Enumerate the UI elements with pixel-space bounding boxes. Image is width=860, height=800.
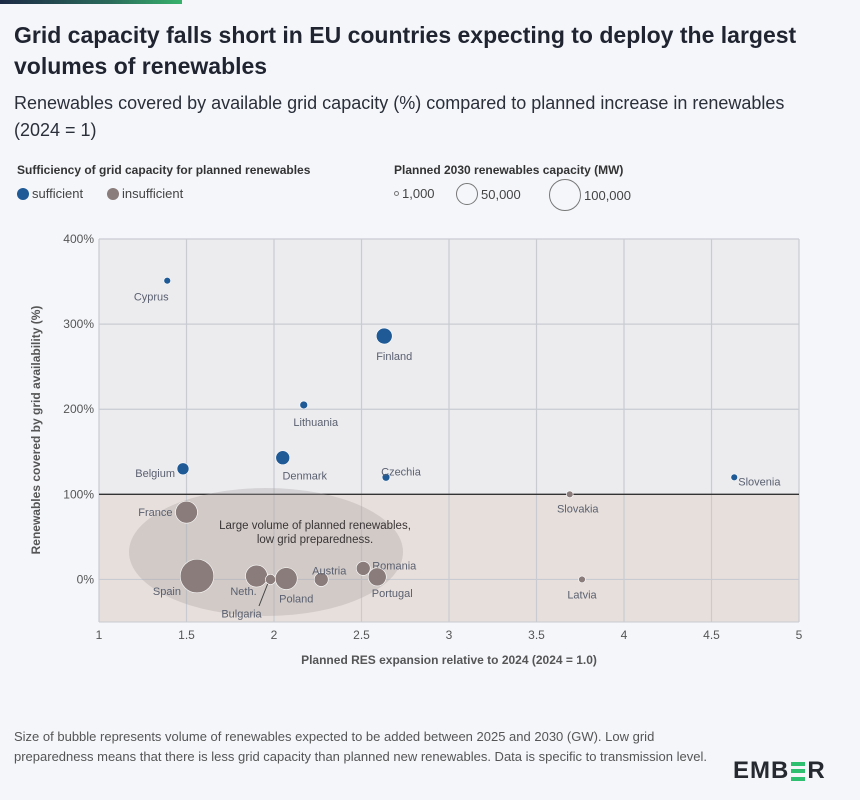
brand-accent-bar — [0, 0, 182, 4]
y-tick-label: 100% — [63, 487, 94, 501]
bubble-austria — [313, 572, 329, 587]
x-axis-label: Planned RES expansion relative to 2024 (… — [301, 653, 597, 667]
bubble-romania — [355, 561, 371, 576]
ember-logo: EMB R — [733, 757, 826, 784]
color-legend-title: Sufficiency of grid capacity for planned… — [17, 163, 311, 177]
chart-title: Grid capacity falls short in EU countrie… — [14, 22, 797, 79]
bubble-belgium — [176, 462, 190, 476]
legend-swatch-sufficient — [17, 187, 29, 200]
annotation-line-1: Large volume of planned renewables, — [219, 520, 411, 532]
bubble-czechia — [381, 473, 391, 482]
y-axis-label: Renewables covered by grid availability … — [29, 306, 43, 555]
point-label: Austria — [312, 565, 347, 577]
bubble-poland — [274, 567, 298, 590]
bubble-neth — [245, 564, 268, 588]
bubble-slovenia — [730, 473, 738, 482]
annotation-line-2: low grid preparedness. — [257, 534, 373, 546]
point-label: Portugal — [372, 588, 413, 600]
size-ring-icon — [456, 183, 478, 205]
bubble-finland — [375, 327, 393, 345]
legend-swatch-insufficient — [107, 187, 119, 200]
bubble-denmark — [275, 450, 291, 466]
point-label: Lithuania — [293, 417, 339, 429]
point-label: Slovenia — [738, 476, 781, 488]
x-tick-label: 1.5 — [178, 628, 195, 642]
point-label: Finland — [376, 351, 412, 363]
legend-label: insufficient — [122, 186, 184, 201]
point-label: Denmark — [282, 471, 327, 483]
legend-label: 1,000 — [402, 186, 435, 201]
x-tick-label: 2.5 — [353, 628, 370, 642]
y-tick-label: 200% — [63, 402, 94, 416]
point-label: Belgium — [135, 468, 175, 480]
point-label: Bulgaria — [221, 608, 262, 620]
point-label: Romania — [372, 560, 417, 572]
bubble-slovakia — [566, 490, 574, 499]
x-tick-label: 2 — [271, 628, 278, 642]
legend-size-100000: 100,000 — [549, 179, 631, 211]
x-tick-label: 1 — [96, 628, 103, 642]
legend-label: 50,000 — [481, 186, 521, 202]
x-tick-label: 4 — [621, 628, 628, 642]
x-tick-label: 4.5 — [703, 628, 720, 642]
bubble-lithuania — [299, 400, 308, 410]
size-ring-icon — [549, 179, 581, 211]
bulgaria-leader-line — [258, 582, 269, 607]
point-label: Latvia — [567, 589, 597, 601]
size-ring-icon — [394, 191, 399, 196]
point-label: Slovakia — [557, 503, 599, 515]
bubble-portugal — [367, 567, 387, 587]
x-tick-label: 3.5 — [528, 628, 545, 642]
x-tick-label: 5 — [796, 628, 803, 642]
point-label: Cyprus — [134, 292, 169, 304]
point-label: France — [138, 507, 172, 519]
legend-item-insufficient: insufficient — [107, 186, 183, 201]
bubble-cyprus — [163, 277, 171, 285]
legend-size-50000: 50,000 — [456, 183, 521, 205]
y-tick-label: 400% — [63, 232, 94, 246]
legend-size-1000: 1,000 — [394, 186, 435, 201]
size-legend-title: Planned 2030 renewables capacity (MW) — [394, 163, 624, 177]
point-label: Poland — [279, 594, 313, 606]
x-tick-label: 3 — [446, 628, 453, 642]
point-label: Czechia — [381, 466, 422, 478]
chart-subtitle: Renewables covered by available grid cap… — [14, 93, 785, 140]
point-label: Spain — [153, 586, 181, 598]
bubble-latvia — [578, 575, 586, 584]
y-tick-label: 300% — [63, 317, 94, 331]
footnote: Size of bubble represents volume of rene… — [14, 729, 707, 764]
bubble-bulgaria — [265, 574, 276, 585]
legend-label: 100,000 — [584, 187, 631, 203]
point-label: Neth. — [230, 586, 256, 598]
bubble-spain — [179, 558, 215, 594]
bubble-france — [175, 500, 198, 524]
legend-item-sufficient: sufficient — [17, 186, 83, 201]
legend-label: sufficient — [32, 186, 84, 201]
y-tick-label: 0% — [77, 572, 95, 586]
